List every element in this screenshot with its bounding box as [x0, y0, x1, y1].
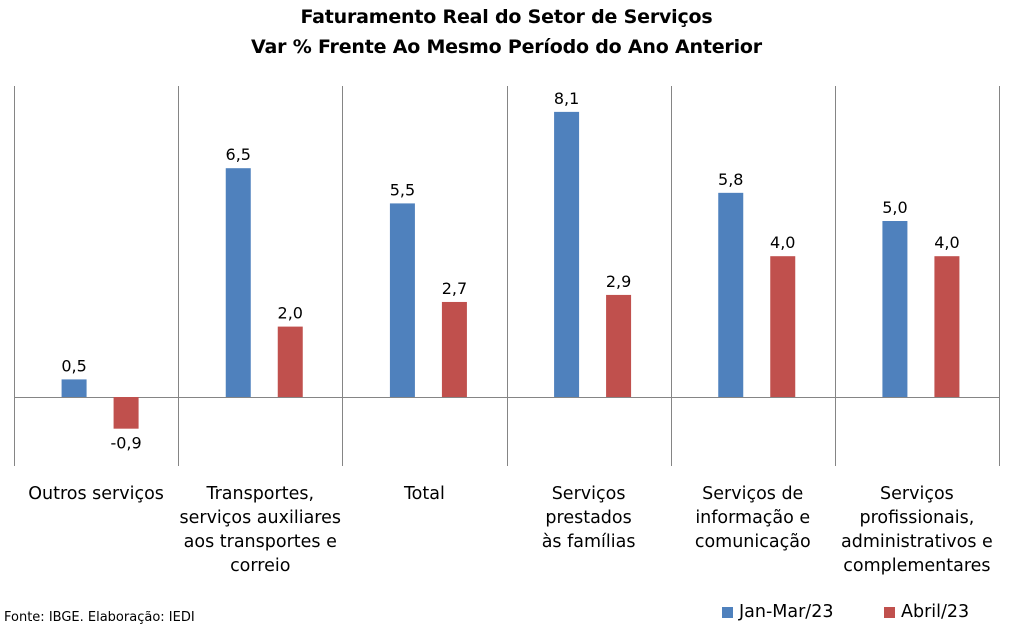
chart-subtitle: Var % Frente Ao Mesmo Período do Ano Ant… — [251, 36, 762, 58]
data-label: 6,5 — [226, 145, 251, 164]
data-label: 2,0 — [278, 304, 303, 323]
category-label: Outros serviços — [14, 482, 178, 506]
legend-swatch-series-2 — [884, 606, 895, 618]
data-label: 8,1 — [554, 89, 579, 108]
chart-title: Faturamento Real do Setor de Serviços — [300, 6, 713, 28]
data-label: 4,0 — [770, 233, 795, 252]
bar-series-1 — [225, 168, 251, 397]
category-label: Transportes, serviços auxiliares aos trans… — [178, 482, 342, 578]
bar-series-2 — [934, 256, 960, 397]
bar-series-1 — [389, 203, 415, 397]
category-label-line: comunicação — [694, 532, 811, 552]
data-label: 5,5 — [390, 180, 415, 199]
category-label: Serviços prestados às famílias — [507, 482, 671, 554]
category-label-line: Outros serviços — [28, 484, 164, 504]
bar-series-2 — [277, 326, 303, 397]
category-label-line: complementares — [843, 556, 991, 576]
legend-label-series-2: Abril/23 — [901, 602, 970, 622]
category-label-line: correio — [230, 556, 291, 576]
bar-series-2 — [770, 256, 796, 397]
category-label: Serviços de informação e comunicação — [671, 482, 835, 554]
data-label: 2,9 — [606, 272, 631, 291]
category-label-line: administrativos e — [840, 532, 993, 552]
category-label-line: serviços auxiliares — [179, 508, 341, 528]
legend-swatch-series-1 — [722, 606, 733, 618]
category-label-line: profissionais, — [859, 508, 975, 528]
category-label-line: Total — [403, 484, 445, 504]
bar-series-2 — [113, 397, 139, 429]
legend-label-series-1: Jan-Mar/23 — [739, 602, 834, 622]
category-label: Serviços profissionais, administrativos e c… — [835, 482, 999, 578]
category-label-line: aos transportes e — [183, 532, 337, 552]
data-label: 5,0 — [882, 198, 907, 217]
bar-series-1 — [882, 221, 908, 397]
bar-series-1 — [718, 192, 744, 397]
bar-series-1 — [554, 111, 580, 397]
category-label-line: Serviços de — [702, 484, 804, 504]
bar-series-1 — [61, 379, 87, 397]
legend-item-series-2: Abril/23 — [884, 602, 969, 622]
bar-chart: 0,5 6,5 5,5 8,1 5,8 5,0 -0,9 2,0 2,7 2,9 4,0 4,0 — [14, 86, 1000, 466]
bar-series-2 — [441, 301, 467, 397]
data-label: -0,9 — [110, 434, 141, 453]
category-label: Total — [342, 482, 506, 506]
category-label-line: Transportes, — [206, 484, 315, 504]
bar-series-2 — [606, 294, 632, 397]
legend-item-series-1: Jan-Mar/23 — [722, 602, 833, 622]
data-label: 2,7 — [442, 279, 467, 298]
data-label: 5,8 — [718, 170, 743, 189]
source-note: Fonte: IBGE. Elaboração: IEDI — [4, 610, 195, 625]
category-label-line: informação e — [695, 508, 811, 528]
data-label: 0,5 — [61, 356, 86, 375]
category-label-line: Serviços — [880, 484, 954, 504]
data-label: 4,0 — [934, 233, 959, 252]
category-label-line: Serviços prestados — [545, 484, 632, 528]
category-label-line: às famílias — [541, 532, 636, 552]
